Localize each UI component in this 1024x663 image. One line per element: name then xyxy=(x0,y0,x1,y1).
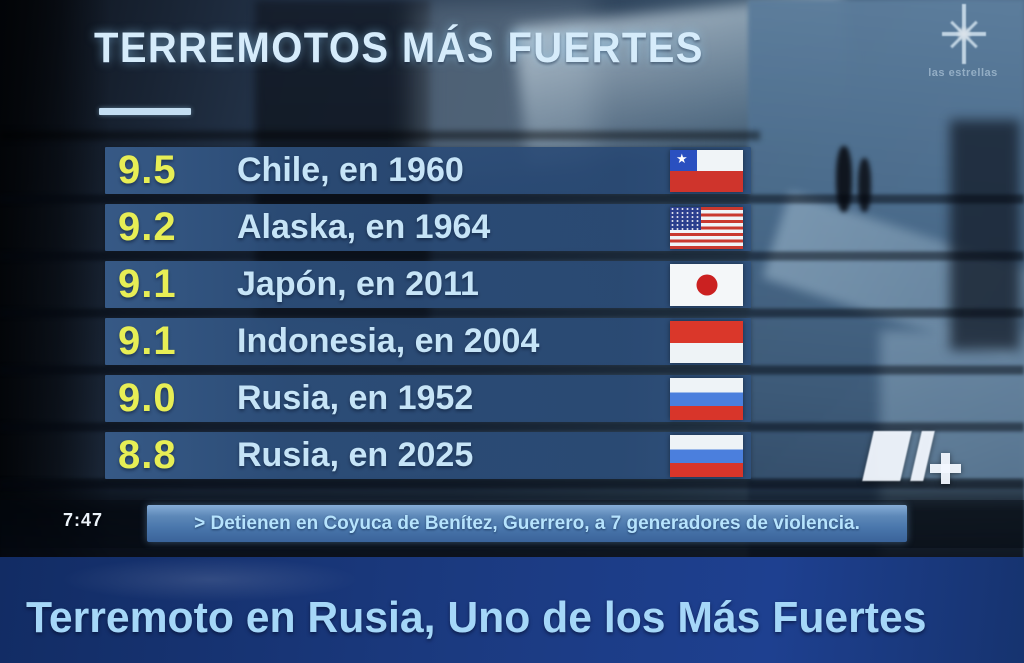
flag-indonesia-icon xyxy=(670,320,743,363)
n-plus-logo-bar xyxy=(862,431,912,481)
earthquake-label: Japón, en 2011 xyxy=(237,265,479,303)
earthquake-label: Alaska, en 1964 xyxy=(237,208,491,246)
earthquake-row: 9.2 Alaska, en 1964 xyxy=(105,204,751,251)
magnitude-value: 8.8 xyxy=(118,433,177,477)
news-ticker: 7:47 > Detienen en Coyuca de Benítez, Gu… xyxy=(0,500,1024,548)
magnitude-value: 9.1 xyxy=(118,262,177,306)
magnitude-value: 9.1 xyxy=(118,319,177,363)
earthquake-list: 9.5 Chile, en 1960 9.2 Alaska, en 1964 9… xyxy=(105,147,751,479)
n-plus-logo-bar xyxy=(910,431,935,481)
background-collapsed-slab xyxy=(762,192,1024,358)
background-person-silhouette xyxy=(836,146,852,212)
background-person-silhouette xyxy=(950,120,1020,350)
earthquake-row: 8.8 Rusia, en 2025 xyxy=(105,432,751,479)
flag-russia-icon xyxy=(670,377,743,420)
flag-usa-icon xyxy=(670,206,743,249)
plus-icon xyxy=(941,453,950,484)
headline-text: Terremoto en Rusia, Uno de los Más Fuert… xyxy=(26,593,927,642)
earthquake-label: Rusia, en 2025 xyxy=(237,436,474,474)
ticker-time: 7:47 xyxy=(63,510,104,530)
eight-point-star-icon xyxy=(925,4,1001,66)
n-plus-logo xyxy=(862,426,976,490)
flag-russia-icon xyxy=(670,434,743,477)
page-title: TERREMOTOS MÁS FUERTES xyxy=(94,24,704,72)
las-estrellas-logo: las estrellas xyxy=(925,4,1001,92)
flag-japan-icon xyxy=(670,263,743,306)
background-video-artifact-line xyxy=(0,131,760,140)
earthquake-label: Rusia, en 1952 xyxy=(237,379,474,417)
earthquake-label: Indonesia, en 2004 xyxy=(237,322,540,360)
title-underline-rule xyxy=(99,108,191,115)
earthquake-row: 9.1 Indonesia, en 2004 xyxy=(105,318,751,365)
earthquake-row: 9.0 Rusia, en 1952 xyxy=(105,375,751,422)
earthquake-row: 9.5 Chile, en 1960 xyxy=(105,147,751,194)
magnitude-value: 9.5 xyxy=(118,148,177,192)
magnitude-value: 9.2 xyxy=(118,205,177,249)
headline-band xyxy=(0,557,1024,663)
ticker-band: > Detienen en Coyuca de Benítez, Guerrer… xyxy=(147,505,907,542)
magnitude-value: 9.0 xyxy=(118,376,177,420)
channel-name-label: las estrellas xyxy=(928,67,998,79)
earthquake-row: 9.1 Japón, en 2011 xyxy=(105,261,751,308)
background-person-silhouette xyxy=(858,158,871,212)
earthquake-label: Chile, en 1960 xyxy=(237,151,464,189)
ticker-text: > Detienen en Coyuca de Benítez, Guerrer… xyxy=(194,512,860,534)
flag-chile-icon xyxy=(670,149,743,192)
